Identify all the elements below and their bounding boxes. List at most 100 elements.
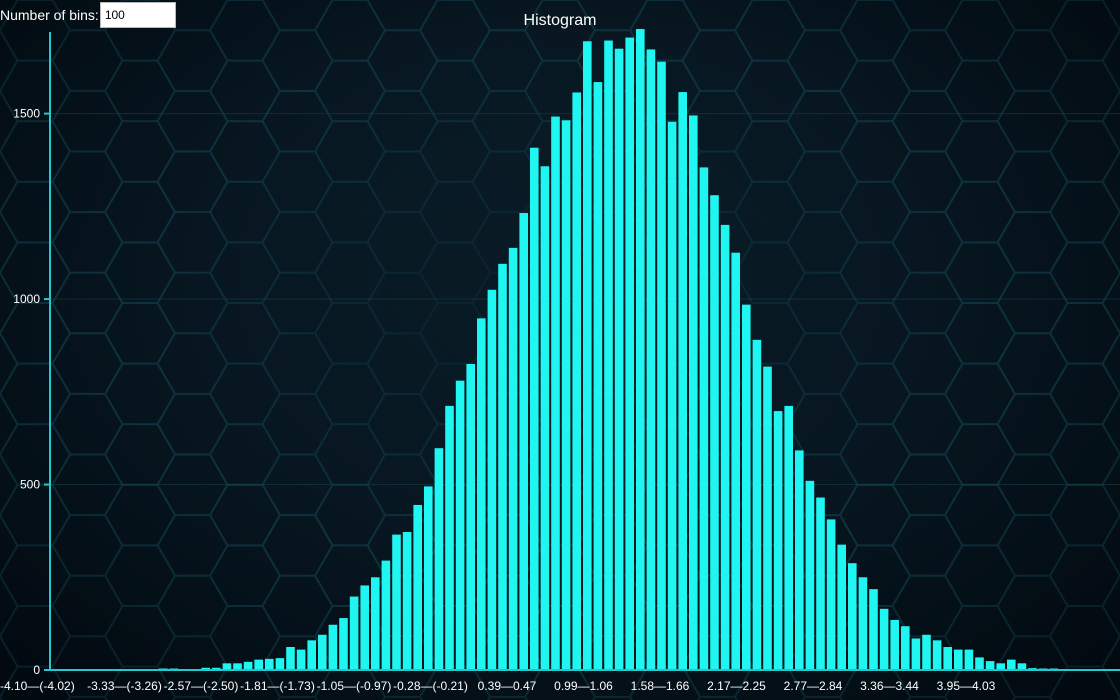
histogram-bar xyxy=(583,41,592,670)
x-tick-label: -0.28—(-0.21) xyxy=(393,679,468,693)
bins-control: Number of bins: xyxy=(0,0,176,30)
histogram-bar xyxy=(720,224,730,670)
histogram-bar xyxy=(328,624,338,670)
histogram-bar xyxy=(508,247,518,670)
x-tick-label: 1.58—1.66 xyxy=(631,679,690,693)
histogram-bar xyxy=(212,667,221,670)
histogram-bar xyxy=(752,339,762,670)
chart-title: Histogram xyxy=(524,12,597,29)
histogram-bar xyxy=(307,640,316,670)
histogram-bar xyxy=(646,49,656,671)
histogram-bar xyxy=(339,618,348,670)
bins-input[interactable] xyxy=(99,2,176,28)
histogram-bar xyxy=(519,213,528,670)
x-tick-label: -2.57—(-2.50) xyxy=(164,679,239,693)
x-tick-label: 3.36—3.44 xyxy=(860,679,919,693)
histogram-bar xyxy=(773,411,783,670)
histogram-bar xyxy=(816,497,825,670)
histogram-bar xyxy=(349,596,359,670)
x-tick-label: 0.99—1.06 xyxy=(554,679,613,693)
histogram-bar xyxy=(964,649,974,670)
histogram-bar xyxy=(1007,659,1016,670)
histogram-bar xyxy=(424,486,433,670)
x-tick-label: -4.10—(-4.02) xyxy=(0,679,75,693)
histogram-bar xyxy=(551,116,560,670)
x-tick-label: 3.95—4.03 xyxy=(937,679,996,693)
x-tick-label: -1.81—(-1.73) xyxy=(240,679,315,693)
histogram-bar xyxy=(667,121,677,670)
histogram-bar xyxy=(318,634,327,670)
histogram-bar xyxy=(593,82,603,670)
histogram-bar xyxy=(890,619,899,670)
histogram-bar xyxy=(985,661,995,670)
y-tick-label: 500 xyxy=(20,478,40,492)
histogram-bar xyxy=(901,626,910,670)
histogram-bar xyxy=(604,40,613,670)
y-tick-label: 0 xyxy=(33,663,40,677)
histogram-bar xyxy=(402,532,412,670)
histogram-bar xyxy=(572,92,581,670)
y-axis-ticks: 0 500 1000 1500 xyxy=(13,107,50,677)
histogram-bar xyxy=(265,658,274,670)
histogram-bar xyxy=(710,195,719,670)
histogram-bar xyxy=(254,659,263,670)
histogram-bar xyxy=(540,166,550,670)
histogram-bar xyxy=(848,563,857,670)
histogram-bar xyxy=(434,448,444,670)
histogram-bar xyxy=(932,640,942,670)
histogram-bar xyxy=(625,37,634,671)
x-axis-ticks: -4.10—(-4.02) -3.33—(-3.26) -2.57—(-2.50) -… xyxy=(0,679,996,693)
y-tick-label: 1500 xyxy=(13,107,40,121)
histogram-bar xyxy=(498,263,507,670)
histogram-bar xyxy=(795,450,804,670)
histogram-bar xyxy=(742,304,751,670)
x-tick-label: 2.77—2.84 xyxy=(784,679,843,693)
histogram-bar xyxy=(413,504,422,670)
histogram-bar xyxy=(943,647,952,670)
histogram-bar xyxy=(530,147,539,671)
histogram-bar xyxy=(784,405,793,670)
histogram-bar xyxy=(286,647,295,670)
x-tick-label: 2.17—2.25 xyxy=(707,679,766,693)
histogram-bar xyxy=(879,608,889,670)
histogram-bar xyxy=(996,663,1005,670)
histogram-bar xyxy=(614,48,624,670)
histogram-bar xyxy=(869,589,878,670)
histogram-bar xyxy=(1017,663,1027,670)
histogram-bar xyxy=(445,405,454,670)
histogram-bar xyxy=(561,120,571,670)
histogram-bar xyxy=(837,544,846,670)
bins-label: Number of bins: xyxy=(0,7,99,23)
histogram-bar xyxy=(805,480,815,670)
histogram-bar xyxy=(689,115,698,670)
histogram-bar xyxy=(954,649,963,670)
x-tick-label: -1.05—(-0.97) xyxy=(317,679,392,693)
histogram-bar xyxy=(657,61,666,671)
histogram-bar xyxy=(922,634,931,670)
histogram-bar xyxy=(360,585,369,670)
histogram-bar xyxy=(201,667,210,670)
histogram-bar xyxy=(243,661,253,670)
x-tick-label: -3.33—(-3.26) xyxy=(87,679,162,693)
histogram-bar xyxy=(392,534,401,670)
histogram-bar xyxy=(487,289,497,670)
histogram-bar xyxy=(477,318,486,670)
histogram-bar xyxy=(699,167,709,670)
histogram-bar xyxy=(371,577,380,670)
histogram-bar xyxy=(763,366,772,670)
histogram-bar xyxy=(233,663,242,670)
histogram-bar xyxy=(455,380,465,670)
histogram-bar xyxy=(296,649,306,670)
histogram-bar xyxy=(466,363,475,670)
histogram-bar xyxy=(826,519,836,670)
x-tick-label: 0.39—0.47 xyxy=(478,679,537,693)
histogram-bar xyxy=(975,657,984,670)
bars xyxy=(53,29,1101,671)
histogram-bar xyxy=(731,252,740,670)
histogram-bar xyxy=(381,560,391,670)
histogram-bar xyxy=(911,638,921,670)
histogram-bar xyxy=(678,92,687,671)
histogram-bar xyxy=(275,658,285,670)
